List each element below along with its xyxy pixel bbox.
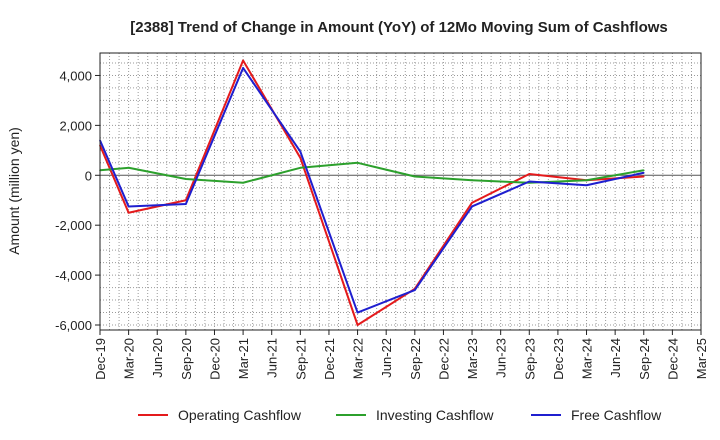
x-tick-label: Mar-24 [580, 338, 595, 379]
data-point-free-cashflow [414, 289, 416, 291]
data-point-free-cashflow [185, 203, 187, 205]
data-point-free-cashflow [299, 150, 302, 153]
x-tick-label: Dec-23 [551, 338, 566, 380]
x-tick-label: Dec-19 [93, 338, 108, 380]
x-tick-label: Mar-22 [351, 338, 366, 379]
x-tick-label: Dec-21 [322, 338, 337, 380]
data-point-free-cashflow [127, 205, 130, 208]
x-tick-label: Dec-20 [207, 338, 222, 380]
x-tick-label: Jun-20 [150, 338, 165, 378]
data-point-investing-cashflow [127, 166, 130, 169]
y-axis: 4,000 2,000 0 -2,000 -4,000 -6,000 [55, 68, 100, 333]
y-tick-label: 2,000 [59, 118, 92, 133]
x-tick-label: Mar-23 [465, 338, 480, 379]
data-point-investing-cashflow [242, 181, 244, 184]
data-point-free-cashflow [642, 171, 645, 174]
x-tick-label: Jun-24 [608, 338, 623, 378]
x-axis: Dec-19 Mar-20 Jun-20 Sep-20 Dec-20 Mar-21 Jun-… [93, 330, 709, 380]
data-point-investing-cashflow [642, 169, 645, 172]
y-tick-label: 0 [85, 168, 92, 183]
data-point-investing-cashflow [185, 178, 187, 180]
x-tick-label: Mar-21 [236, 338, 251, 379]
grid [100, 53, 701, 330]
x-tick-label: Mar-20 [122, 338, 137, 379]
data-point-operating-cashflow [356, 324, 359, 326]
x-tick-label: Sep-24 [637, 338, 652, 380]
chart-title: [2388] Trend of Change in Amount (YoY) o… [130, 19, 668, 36]
x-tick-label: Dec-22 [436, 338, 451, 380]
data-point-free-cashflow [356, 311, 359, 314]
x-tick-label: Sep-20 [179, 338, 194, 380]
plot-frame [99, 52, 702, 331]
y-tick-label: -6,000 [55, 318, 92, 333]
series-lines [99, 59, 645, 327]
y-tick-label: 4,000 [59, 68, 92, 83]
legend-label-investing-cashflow: Investing Cashflow [376, 407, 494, 423]
data-point-operating-cashflow [642, 175, 645, 178]
data-point-free-cashflow [528, 180, 531, 183]
x-tick-label: Jun-22 [379, 338, 394, 378]
data-point-investing-cashflow [414, 175, 416, 178]
x-tick-label: Mar-25 [694, 338, 709, 379]
x-tick-label: Sep-23 [522, 338, 537, 380]
x-tick-label: Dec-24 [665, 338, 680, 380]
legend-label-operating-cashflow: Operating Cashflow [178, 407, 302, 423]
series-line-investing-cashflow [99, 161, 644, 184]
data-point-investing-cashflow [585, 179, 588, 182]
y-tick-label: -4,000 [55, 268, 92, 283]
data-point-investing-cashflow [471, 179, 473, 182]
legend-label-free-cashflow: Free Cashflow [571, 407, 662, 423]
data-point-operating-cashflow [127, 211, 130, 214]
legend: Operating Cashflow Investing Cashflow Free… [138, 407, 662, 423]
y-axis-label: Amount (million yen) [6, 127, 22, 255]
x-tick-label: Jun-23 [494, 338, 509, 378]
x-tick-label: Sep-22 [408, 338, 423, 380]
data-point-free-cashflow [242, 67, 244, 69]
data-point-free-cashflow [585, 184, 588, 187]
data-point-operating-cashflow [299, 157, 302, 159]
data-point-investing-cashflow [299, 166, 302, 169]
data-point-investing-cashflow [356, 162, 359, 164]
data-point-operating-cashflow [242, 59, 244, 62]
data-point-operating-cashflow [471, 201, 473, 204]
data-point-free-cashflow [471, 205, 473, 208]
y-tick-label: -2,000 [55, 218, 92, 233]
x-tick-label: Jun-21 [265, 338, 280, 378]
x-tick-label: Sep-21 [293, 338, 308, 380]
data-point-operating-cashflow [528, 173, 531, 175]
series-line-free-cashflow [99, 66, 644, 314]
